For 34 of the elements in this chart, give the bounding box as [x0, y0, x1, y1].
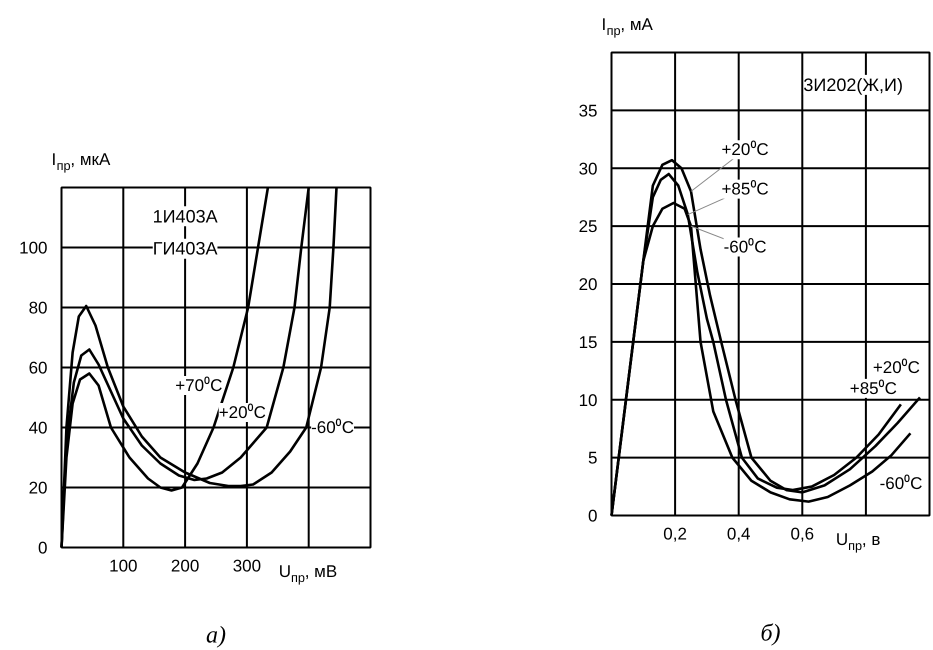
series-label: +20⁰C [218, 403, 266, 422]
series-label: +70⁰C [175, 376, 222, 395]
annotation: 3И202(Ж,И) [803, 74, 903, 95]
y-tick-label: 10 [578, 390, 598, 410]
y-tick-label: 20 [28, 478, 48, 498]
y-tick-label: 15 [578, 332, 598, 352]
y-tick-label: 0 [588, 506, 598, 526]
y-tick-label: 60 [28, 358, 48, 378]
y-tick-label: 30 [578, 159, 598, 178]
text: +85⁰C [722, 180, 769, 199]
series-label: -60⁰C [880, 474, 922, 493]
series-label: +20⁰C [872, 358, 920, 377]
series-label: +85⁰C [850, 378, 897, 398]
x-tick-label: 0,6 [790, 524, 814, 544]
y-tick-label: 20 [578, 275, 598, 294]
x-tick-label: 100 [109, 556, 138, 576]
y-tick-label: 40 [28, 418, 48, 438]
y-tick-label: 80 [28, 298, 48, 318]
y-tick-label: 35 [578, 101, 598, 120]
text: +20⁰C [722, 140, 769, 160]
x-tick-label: 0,2 [663, 524, 687, 544]
y-tick-label: 5 [588, 448, 598, 468]
y-tick-label: 100 [19, 238, 48, 258]
series-label: -60⁰C [311, 418, 354, 438]
text: -60⁰C [724, 237, 766, 256]
text: а) [206, 622, 226, 648]
x-tick-label: 300 [232, 556, 262, 576]
x-tick-label: 0,4 [726, 524, 751, 544]
y-tick-label: 25 [578, 217, 598, 236]
text: б) [760, 620, 781, 646]
x-tick-label: 200 [170, 556, 200, 576]
annotation: ГИ403А [152, 238, 218, 259]
y-tick-label: 0 [38, 538, 48, 558]
annotation: 1И403А [152, 206, 218, 226]
